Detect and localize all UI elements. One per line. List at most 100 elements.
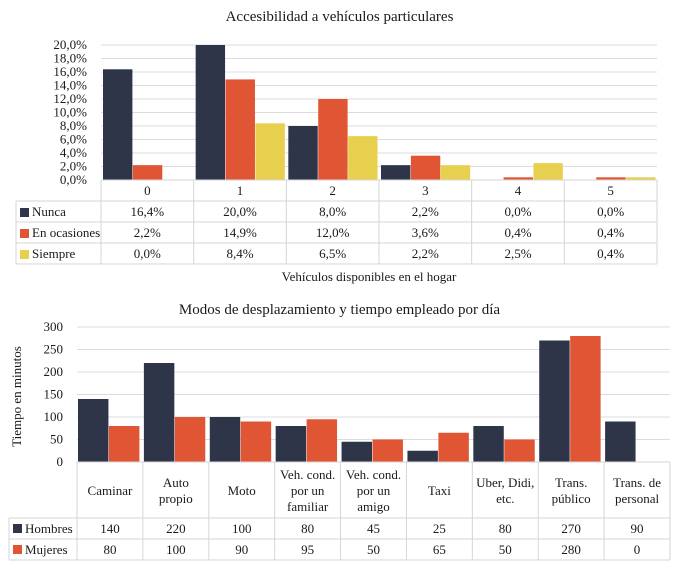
category-label: 0 [144, 183, 151, 198]
category-label: Taxi [428, 483, 451, 498]
data-label: 220 [166, 521, 186, 536]
category-label: propio [159, 491, 193, 506]
bar-en-ocasiones [225, 79, 255, 180]
category-label: 5 [607, 183, 614, 198]
category-label: Veh. cond. [346, 467, 401, 482]
category-label: Trans. de [613, 475, 661, 490]
category-label: amigo [357, 499, 390, 514]
data-label: 90 [235, 542, 248, 557]
bar-siempre [626, 177, 656, 180]
bar-mujeres [174, 417, 206, 462]
y-tick-label: 100 [44, 409, 64, 424]
data-label: 8,4% [226, 246, 253, 261]
legend-label: Mujeres [25, 542, 68, 557]
bar-hombres [605, 421, 636, 462]
data-label: 25 [433, 521, 446, 536]
bar-nunca [381, 165, 411, 180]
data-label: 80 [103, 542, 116, 557]
data-label: 2,5% [504, 246, 531, 261]
data-label: 0,0% [597, 204, 624, 219]
y-tick-label: 2,0% [60, 159, 87, 174]
chart1-title: Accesibilidad a vehículos particulares [225, 9, 454, 25]
category-label: 4 [515, 183, 522, 198]
bar-mujeres [372, 439, 403, 462]
category-label: Trans. [555, 475, 587, 490]
bar-en-ocasiones [410, 155, 441, 180]
data-label: 65 [433, 542, 446, 557]
category-label: familiar [287, 499, 329, 514]
y-tick-label: 20,0% [53, 37, 87, 52]
data-label: 100 [232, 521, 252, 536]
bar-mujeres [240, 421, 272, 462]
y-tick-label: 250 [44, 342, 64, 357]
legend-label: Siempre [32, 246, 76, 261]
category-label: por un [291, 483, 325, 498]
data-label: 80 [499, 521, 512, 536]
bar-hombres [539, 340, 570, 462]
data-label: 80 [301, 521, 314, 536]
bar-hombres [78, 399, 109, 462]
legend-label: En ocasiones [32, 225, 100, 240]
data-label: 0,4% [597, 225, 624, 240]
data-label: 100 [166, 542, 186, 557]
y-tick-label: 200 [44, 364, 64, 379]
legend-swatch [20, 208, 29, 217]
y-tick-label: 8,0% [60, 118, 87, 133]
category-label: Moto [228, 483, 256, 498]
y-tick-label: 10,0% [53, 105, 87, 120]
y-axis-title: Tiempo en minutos [9, 346, 24, 447]
y-tick-label: 4,0% [60, 145, 87, 160]
data-label: 3,6% [412, 225, 439, 240]
data-label: 2,2% [412, 246, 439, 261]
category-label: Veh. cond. [280, 467, 335, 482]
legend-swatch [20, 250, 29, 259]
data-label: 50 [367, 542, 380, 557]
bar-siempre [533, 163, 563, 180]
data-label: 6,5% [319, 246, 346, 261]
category-label: por un [357, 483, 391, 498]
data-label: 270 [561, 521, 581, 536]
data-label: 20,0% [223, 204, 257, 219]
data-label: 90 [631, 521, 644, 536]
bar-mujeres [438, 432, 469, 462]
legend-swatch [20, 229, 29, 238]
category-label: Uber, Didi, [476, 475, 534, 490]
data-label: 50 [499, 542, 512, 557]
data-label: 14,9% [223, 225, 257, 240]
data-label: 45 [367, 521, 380, 536]
bar-siempre [255, 123, 285, 180]
bar-hombres [473, 426, 504, 462]
bar-en-ocasiones [503, 177, 533, 180]
data-label: 8,0% [319, 204, 346, 219]
data-label: 2,2% [134, 225, 161, 240]
chart2-title: Modos de desplazamiento y tiempo emplead… [178, 302, 501, 318]
data-label: 16,4% [131, 204, 165, 219]
bar-mujeres [306, 419, 338, 462]
category-label: Caminar [88, 483, 133, 498]
chart1-svg: 0,0%2,0%4,0%6,0%8,0%10,0%12,0%14,0%16,0%… [15, 37, 658, 284]
y-tick-label: 50 [50, 432, 63, 447]
y-tick-label: 300 [44, 319, 64, 334]
data-label: 0,0% [134, 246, 161, 261]
data-label: 0,4% [504, 225, 531, 240]
category-label: 1 [237, 183, 244, 198]
data-label: 0,4% [597, 246, 624, 261]
bar-mujeres [504, 439, 535, 462]
data-label: 0 [634, 542, 641, 557]
y-tick-label: 0 [57, 454, 64, 469]
data-label: 0,0% [504, 204, 531, 219]
bar-nunca [103, 69, 133, 180]
bar-en-ocasiones [132, 165, 163, 180]
bar-nunca [195, 45, 226, 180]
bar-mujeres [108, 426, 140, 462]
y-tick-label: 6,0% [60, 132, 87, 147]
bar-nunca [288, 126, 318, 180]
bar-hombres [275, 426, 307, 462]
y-tick-label: 18,0% [53, 51, 87, 66]
category-label: Auto [163, 475, 189, 490]
data-label: 140 [100, 521, 120, 536]
x-axis-title: Vehículos disponibles en el hogar [282, 269, 457, 284]
category-label: personal [615, 491, 659, 506]
category-label: 3 [422, 183, 429, 198]
